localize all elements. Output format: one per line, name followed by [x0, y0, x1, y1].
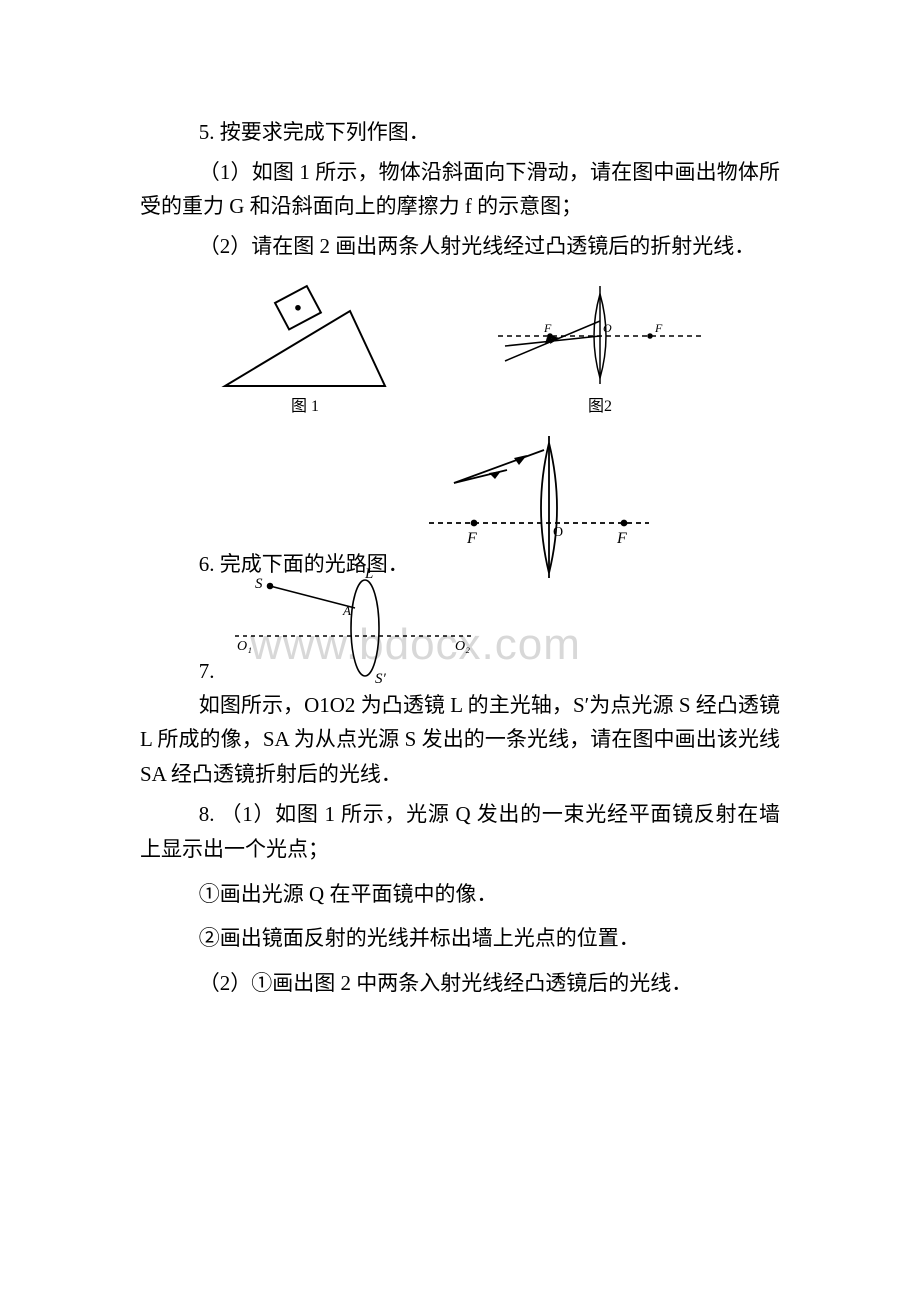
fig1-label: 图 1: [291, 398, 319, 415]
q5-fig1: 图 1: [210, 276, 400, 416]
q6-F-left: F: [466, 530, 477, 547]
q8-part2: （2）①画出图 2 中两条入射光线经凸透镜后的光线．: [140, 966, 780, 1001]
q8-sub2: ②画出镜面反射的光线并标出墙上光点的位置．: [140, 921, 780, 956]
q5-part2: （2）请在图 2 画出两条人射光线经过凸透镜后的折射光线．: [140, 229, 780, 264]
q7-number: 7.: [140, 659, 215, 684]
fig2-label: 图2: [588, 398, 612, 415]
q5-fig2: F F O 图2: [490, 276, 710, 416]
q8-title: 8. （1）如图 1 所示，光源 Q 发出的一束光经平面镜反射在墙上显示出一个光…: [140, 797, 780, 866]
q8-sub1: ①画出光源 Q 在平面镜中的像．: [140, 877, 780, 912]
q7-body: 如图所示，O1O2 为凸透镜 L 的主光轴，S′为点光源 S 经凸透镜 L 所成…: [140, 688, 780, 792]
q5-part1: （1）如图 1 所示，物体沿斜面向下滑动，请在图中画出物体所受的重力 G 和沿斜…: [140, 155, 780, 224]
q7-A: A: [342, 603, 351, 618]
q6-F-right: F: [616, 530, 627, 547]
q7-O2: O₂: [455, 639, 470, 654]
q6-row: 6. 完成下面的光路图． F F O: [140, 428, 780, 578]
q7-O1: O₁: [237, 639, 252, 654]
q5-figures: 图 1 F F O 图2: [140, 276, 780, 416]
fig2-F-left: F: [543, 321, 552, 335]
fig2-F-right: F: [654, 321, 663, 335]
q7-row: 7. S L A O₁ O₂ S′: [140, 568, 780, 688]
q7-Sprime: S′: [375, 671, 387, 687]
fig2-O: O: [603, 321, 612, 335]
q6-figure: F F O: [419, 428, 659, 578]
q5-title: 5. 按要求完成下列作图．: [140, 115, 780, 150]
q7-figure: S L A O₁ O₂ S′: [225, 568, 485, 688]
q7-L: L: [364, 568, 373, 582]
q7-S: S: [255, 576, 263, 592]
q6-O: O: [553, 525, 563, 540]
page-content: 5. 按要求完成下列作图． （1）如图 1 所示，物体沿斜面向下滑动，请在图中画…: [140, 115, 780, 1001]
